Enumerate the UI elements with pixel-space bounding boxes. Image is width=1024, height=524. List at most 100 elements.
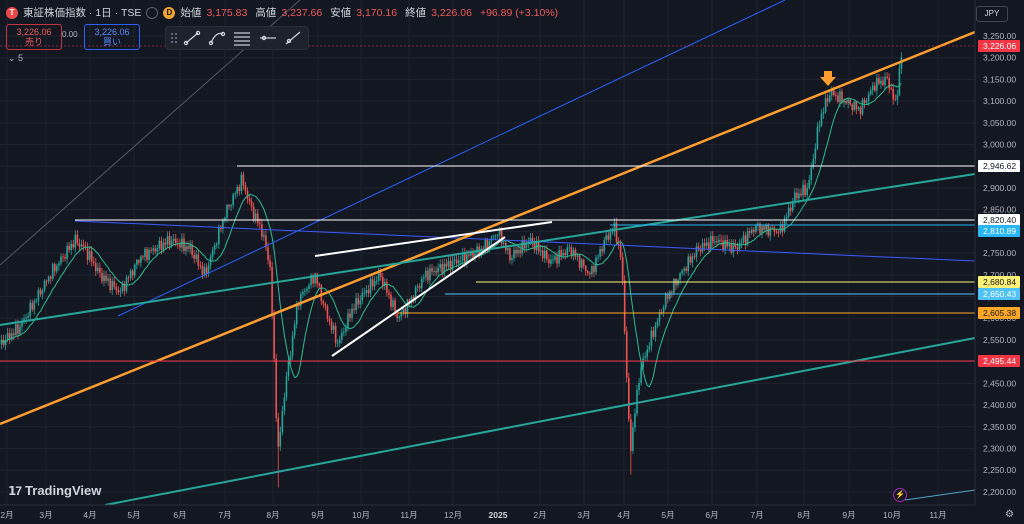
candle-body [281, 410, 284, 432]
candle-body [277, 417, 280, 447]
delayed-badge[interactable]: D [163, 6, 176, 19]
candle-body [320, 285, 323, 302]
candle-body [68, 245, 70, 250]
candle-body [664, 294, 667, 308]
candle-body [738, 243, 741, 250]
candle-body [166, 236, 169, 245]
candle-body [679, 273, 681, 280]
currency-selector[interactable]: JPY [976, 6, 1008, 22]
candle-body [882, 80, 884, 86]
candle-body [789, 207, 792, 211]
candle-body [261, 224, 263, 237]
sell-button[interactable]: 3,226.06 売り [6, 24, 62, 50]
candle-body [205, 267, 208, 274]
symbol-title[interactable]: 東証株価指数 · 1日 · TSE [23, 7, 142, 19]
time-tick-label: 12月 [444, 510, 462, 520]
candle-body [621, 257, 624, 281]
candle-body [589, 272, 591, 275]
candle-body [187, 246, 189, 249]
candle-body [242, 174, 245, 186]
candle-body [599, 248, 601, 257]
candle-body [740, 241, 743, 244]
candle-body [117, 290, 120, 293]
candle-body [172, 238, 175, 241]
candle-body [632, 427, 634, 451]
candle-body [457, 260, 460, 264]
candle-body [295, 304, 298, 325]
candle-body [109, 278, 111, 291]
candle-body [638, 383, 640, 391]
candle-body [76, 234, 79, 244]
level-label-text: 2,680.84 [983, 277, 1016, 287]
candle-body [472, 252, 474, 258]
candle-body [107, 278, 109, 281]
candle-body [449, 260, 452, 270]
candle-body [189, 245, 191, 249]
time-tick-label: 11月 [929, 510, 946, 520]
candle-body [86, 247, 89, 260]
candle-body [420, 278, 423, 289]
candle-body [802, 184, 804, 196]
candle-body [892, 89, 895, 100]
buy-button[interactable]: 3,226.06 買い [84, 24, 140, 50]
candle-body [82, 244, 85, 247]
candle-body [441, 264, 444, 274]
candle-body [248, 199, 251, 202]
candle-body [316, 273, 318, 284]
candle-body [874, 85, 876, 91]
candle-body [37, 289, 40, 301]
candle-body [851, 104, 854, 111]
candle-body [666, 294, 669, 299]
candle-body [459, 260, 462, 262]
candle-body [543, 250, 546, 259]
candle-body [828, 95, 831, 102]
candle-body [560, 250, 562, 256]
change-value: +96.89 (+3.10%) [479, 6, 559, 19]
candle-body [152, 248, 154, 251]
candle-body [60, 256, 62, 264]
candle-body [345, 327, 347, 332]
time-tick-label: 2025 [489, 510, 508, 520]
candle-body [763, 226, 765, 230]
candle-body [445, 263, 448, 267]
candle-body [568, 247, 571, 249]
candle-body [113, 281, 116, 287]
candle-body [121, 283, 124, 291]
candle-body [671, 291, 673, 293]
gear-icon[interactable]: ⚙ [1005, 509, 1014, 520]
candle-body [154, 248, 157, 252]
candle-body [570, 247, 573, 256]
candle-body [168, 236, 171, 246]
candle-body [185, 246, 187, 251]
candle-body [304, 290, 306, 292]
time-tick-label: 8月 [797, 510, 810, 520]
candle-body [78, 243, 81, 247]
price-tick-label: 2,350.00 [983, 422, 1016, 432]
candle-body [211, 249, 214, 257]
market-status-icon[interactable] [146, 6, 159, 19]
candle-body [669, 291, 671, 299]
candle-body [566, 247, 569, 255]
indicators-toggle[interactable]: ⌄ 5 [8, 53, 24, 63]
tradingview-logo[interactable]: 𝟭7 TradingView [8, 483, 101, 498]
candle-body [13, 333, 15, 335]
candle-body [29, 302, 31, 316]
candle-body [338, 339, 341, 343]
candle-body [896, 94, 899, 100]
candle-body [0, 339, 3, 345]
candle-body [174, 238, 177, 244]
candle-body [17, 324, 19, 335]
candle-body [662, 307, 665, 313]
candle-body [898, 68, 901, 95]
candle-body [701, 242, 704, 252]
candle-body [386, 282, 388, 293]
time-tick-label: 4月 [83, 510, 96, 520]
candle-body [363, 292, 366, 294]
candle-body [197, 254, 200, 266]
candle-body [379, 272, 382, 278]
tradingview-wordmark: TradingView [25, 483, 102, 498]
candle-body [412, 296, 415, 300]
candle-body [306, 288, 308, 291]
lightning-icon[interactable]: ⚡ [893, 488, 907, 502]
